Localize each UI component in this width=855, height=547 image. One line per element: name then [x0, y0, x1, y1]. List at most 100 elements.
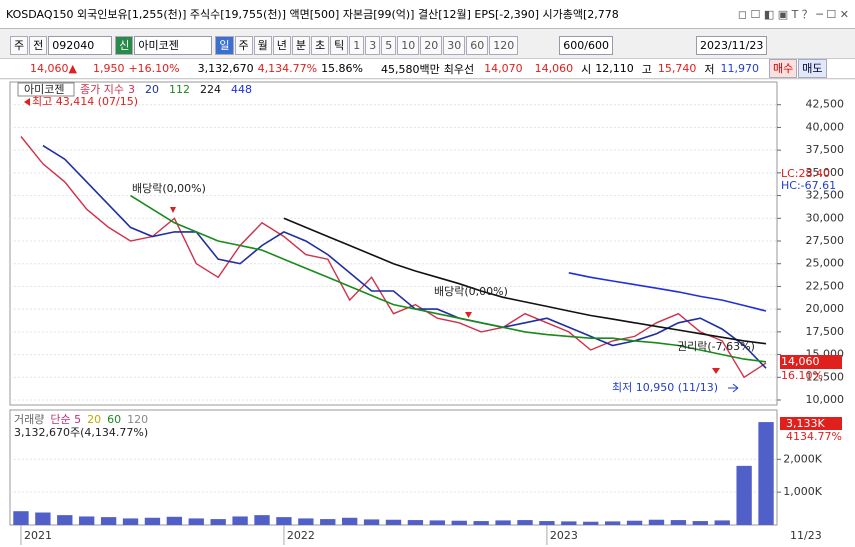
y-tick-label: 22,500	[806, 279, 845, 292]
quote-bar: 14,060 ▲ 1,950 +16.10% 3,132,670 4,134.77% 15.…	[0, 58, 855, 79]
y-tick-label: 25,000	[806, 257, 845, 270]
legend-entry: 20	[145, 83, 159, 96]
y-tick-label: 1,000K	[783, 485, 822, 498]
volume-legend-entry: 단순 5	[50, 413, 81, 426]
volume-bar	[736, 465, 752, 525]
code-input[interactable]: 092040	[48, 35, 113, 55]
volume-tag-box	[780, 417, 842, 430]
price-tag: HC:-67.61	[781, 179, 836, 192]
y-tick-label: 20,000	[806, 302, 845, 315]
interval-button[interactable]: 30	[443, 35, 466, 55]
period-button[interactable]: 분	[291, 35, 310, 55]
buy-button[interactable]: 매수	[769, 59, 798, 78]
y-tick-label: 10,000	[806, 393, 845, 406]
chart-background	[0, 80, 855, 547]
y-tick-label: 32,500	[806, 189, 845, 202]
volume-bar	[35, 512, 51, 525]
volume-bar	[57, 515, 73, 525]
legend-entry: 3	[128, 83, 135, 96]
x-end-label: 11/23	[790, 529, 822, 542]
series-line	[568, 272, 767, 312]
period-button[interactable]: 년	[272, 35, 291, 55]
volume-legend-entry: 20	[87, 413, 101, 426]
series-line	[130, 194, 767, 363]
volume-bar	[451, 520, 467, 525]
period-button[interactable]: 틱	[330, 35, 349, 55]
quote-high-label: 고	[641, 62, 652, 76]
quote-open: 12,110	[595, 62, 634, 75]
y-tick-label: 27,500	[806, 234, 845, 247]
prev-button[interactable]: 전	[29, 35, 48, 55]
period-button[interactable]: 주	[234, 35, 253, 55]
volume-bar	[648, 519, 665, 525]
volume-bar	[276, 517, 292, 525]
volume-bar	[232, 516, 248, 525]
quote-amount: 45,580백만	[381, 62, 440, 76]
volume-bar	[495, 520, 511, 525]
y-tick-label: 30,000	[806, 211, 845, 224]
quote-high: 15,740	[657, 62, 697, 75]
y-tick-label: 37,500	[806, 143, 845, 156]
volume-bar	[692, 521, 708, 525]
volume-bar	[473, 521, 489, 525]
volume-summary: 3,132,670주(4,134.77%)	[14, 426, 148, 439]
volume-bar	[670, 520, 687, 525]
annotation: 배당락(0,00%)	[434, 285, 508, 298]
quote-turnover: 15.86%	[321, 62, 364, 75]
quote-low: 11,970	[720, 62, 760, 75]
volume-bar	[407, 520, 424, 525]
interval-button[interactable]: 60	[466, 35, 489, 55]
quote-open-label: 시	[581, 62, 592, 76]
legend-box	[17, 82, 75, 97]
volume-bar	[79, 516, 95, 525]
legend-entry: 448	[231, 83, 252, 96]
toolbar: 주 전 092040 신 아미코젠 일 주 월 년 분 초 틱 1 3 5 10 20 30 60 120 600/60…	[0, 34, 855, 56]
volume-bar	[144, 517, 161, 525]
x-tick-label: 2023	[550, 529, 578, 542]
interval-button[interactable]: 1	[349, 35, 365, 55]
x-tick-label: 2022	[287, 529, 315, 542]
quote-arrow: ▲	[68, 62, 77, 75]
period-button[interactable]: 월	[253, 35, 272, 55]
interval-button[interactable]: 3	[365, 35, 381, 55]
price-panel	[9, 81, 778, 406]
quote-volume: 3,132,670	[197, 62, 254, 75]
price-tag: 16.10%	[781, 369, 823, 382]
date-field[interactable]: 2023/11/23	[695, 35, 768, 55]
interval-button[interactable]: 120	[489, 35, 519, 55]
price-tag-box	[780, 355, 842, 369]
volume-bar	[561, 521, 577, 525]
quote-bid: 14,060	[534, 62, 574, 75]
quote-best-label: 최우선	[443, 62, 475, 76]
quote-low-label: 저	[704, 62, 715, 76]
volume-bar	[122, 518, 139, 525]
annotation: 최고 43,414 (07/15)	[32, 95, 138, 108]
volume-bar	[210, 519, 226, 525]
volume-bar	[429, 520, 445, 525]
interval-button[interactable]: 5	[381, 35, 397, 55]
y-tick-label: 12,500	[806, 370, 845, 383]
legend-title: 아미코젠	[24, 83, 64, 96]
volume-bar	[539, 521, 555, 525]
interval-button[interactable]: 10	[397, 35, 420, 55]
volume-bar	[254, 515, 270, 525]
name-field: 아미코젠	[134, 35, 213, 55]
price-tag: LC:28.40	[781, 167, 830, 180]
volume-tag: 3,133K	[786, 417, 825, 430]
y-tick-label: 17,500	[806, 325, 845, 338]
volume-bar	[626, 520, 643, 525]
sell-button[interactable]: 매도	[798, 59, 827, 78]
volume-title: 거래량	[14, 413, 44, 426]
interval-button[interactable]: 20	[420, 35, 443, 55]
type-select[interactable]: 주	[10, 35, 29, 55]
series-line	[42, 144, 767, 369]
period-button[interactable]: 초	[311, 35, 330, 55]
y-tick-label: 2,000K	[783, 452, 822, 465]
volume-bar	[188, 518, 204, 525]
volume-bar	[583, 521, 599, 525]
legend-entry: 224	[200, 83, 221, 96]
annotation: 최저 10,950 (11/13)	[612, 381, 718, 394]
period-button[interactable]: 일	[215, 35, 234, 55]
window-controls[interactable]: ◻ ☐ ◧ ▣ T ？ ─ ☐ ✕	[737, 8, 849, 21]
arrow	[24, 98, 30, 106]
